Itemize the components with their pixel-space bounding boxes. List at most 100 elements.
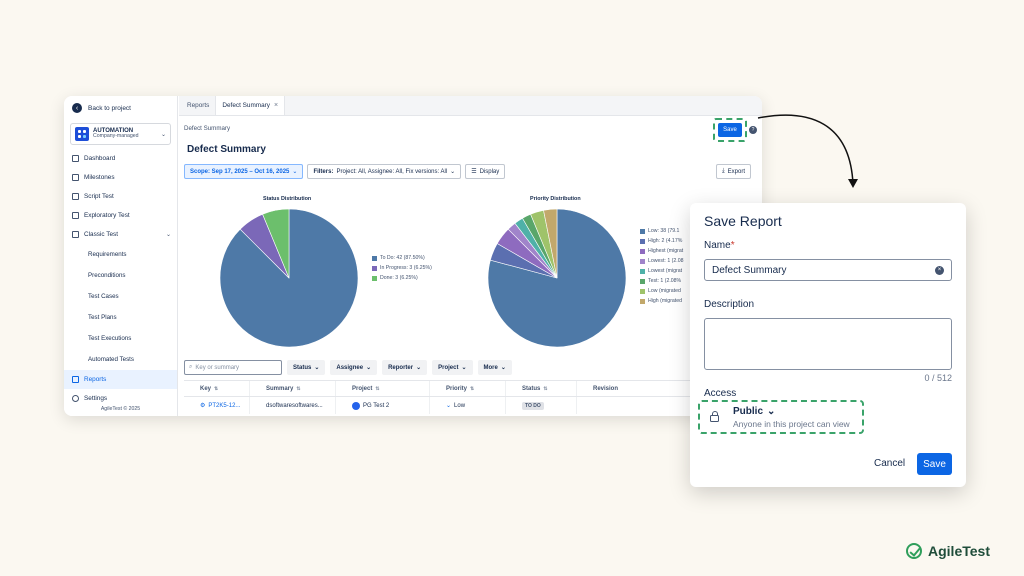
display-label: Display (479, 168, 500, 175)
assignee-filter-dropdown[interactable]: Assignee ⌄ (330, 360, 378, 375)
help-icon[interactable]: ? (749, 126, 757, 134)
legend-item[interactable]: High (migrated (640, 296, 690, 306)
legend-swatch (640, 248, 645, 254)
cell-summary: dsoftwaresoftwares... (250, 397, 336, 414)
sidebar-item-label: Dashboard (84, 155, 116, 162)
tab-defect-summary[interactable]: Defect Summary × (215, 96, 286, 115)
legend-item[interactable]: In Progress: 3 (6.25%) (372, 263, 432, 273)
page-title: Defect Summary (187, 144, 266, 155)
save-button[interactable]: Save (917, 453, 952, 475)
reporter-filter-dropdown[interactable]: Reporter ⌄ (382, 360, 428, 375)
access-label: Access (704, 388, 737, 399)
description-label: Description (704, 299, 755, 310)
tab-reports[interactable]: Reports (181, 96, 215, 115)
sidebar-item-settings[interactable]: Settings (64, 389, 177, 408)
clear-icon[interactable]: × (935, 265, 944, 275)
dropdown-label: More (483, 364, 498, 371)
gear-icon (72, 395, 79, 402)
filters-dropdown[interactable]: Filters: Project: All, Assignee: All, Fix… (307, 164, 462, 179)
filters-value: Project: All, Assignee: All, Fix version… (336, 168, 448, 175)
sidebar-item-script-test[interactable]: Script Test (64, 187, 177, 206)
brand-name: AgileTest (928, 543, 990, 559)
column-header-status[interactable]: Status ⇅ (506, 381, 577, 396)
description-field[interactable] (704, 318, 952, 370)
access-selector[interactable]: Public ⌄ Anyone in this project can view (698, 400, 864, 434)
dropdown-label: Reporter (388, 364, 414, 371)
legend-label: Test: 1 (2.08% (648, 278, 682, 284)
legend-item[interactable]: High: 2 (4.17% (640, 236, 690, 246)
legend-item[interactable]: Lowest (migrat (640, 266, 690, 276)
chevron-down-icon: ⌄ (165, 232, 171, 238)
required-mark: * (730, 240, 735, 251)
key-link[interactable]: PT2K5-12... (208, 402, 241, 409)
scope-filter[interactable]: Scope: Sep 17, 2025 – Oct 16, 2025 ⌄ (184, 164, 304, 179)
defects-table: Key ⇅ Summary ⇅ Project ⇅ Priority ⇅ Status ⇅… (184, 380, 762, 414)
column-header-revision[interactable]: Revision (577, 381, 762, 396)
legend-item[interactable]: Low (migrated (640, 286, 690, 296)
dropdown-label: Assignee (336, 364, 364, 371)
dropdown-label: Project (438, 364, 459, 371)
status-filter-dropdown[interactable]: Status ⌄ (287, 360, 326, 375)
bar-chart-icon (72, 376, 79, 383)
legend-label: Done: 3 (6.25%) (380, 275, 418, 281)
sliders-icon: ☰ (471, 169, 477, 175)
pie-slice[interactable] (219, 208, 359, 348)
close-icon[interactable]: × (273, 102, 279, 109)
access-value: Public (733, 405, 764, 417)
sidebar-item-milestones[interactable]: Milestones (64, 168, 177, 187)
chevron-down-icon: ⌄ (450, 169, 456, 175)
column-header-project[interactable]: Project ⇅ (336, 381, 430, 396)
column-header-key[interactable]: Key ⇅ (184, 381, 250, 396)
copyright: AgileTest © 2025 (100, 406, 141, 412)
sidebar: ‹ Back to project AUTOMATION Company-man… (64, 96, 178, 416)
search-input[interactable]: ⌕ Key or summary (184, 360, 282, 375)
legend-item[interactable]: Test: 1 (2.08% (640, 276, 690, 286)
chevron-down-icon: ⌄ (366, 365, 372, 371)
legend-label: Low (migrated (648, 288, 681, 294)
legend-item[interactable]: Highest (migrat (640, 246, 690, 256)
cancel-button[interactable]: Cancel (874, 458, 906, 469)
sidebar-item-exploratory-test[interactable]: Exploratory Test (64, 206, 177, 225)
more-filter-dropdown[interactable]: More ⌄ (477, 360, 512, 375)
display-button[interactable]: ☰ Display (465, 164, 506, 179)
sidebar-item-requirements[interactable]: Requirements (88, 251, 127, 258)
priority-pie-chart (487, 208, 627, 348)
back-to-project-link[interactable]: ‹ Back to project (64, 97, 177, 119)
search-placeholder: Key or summary (195, 364, 240, 371)
project-switcher[interactable]: AUTOMATION Company-managed ⌄ (70, 123, 171, 145)
sidebar-item-reports[interactable]: Reports (64, 370, 177, 389)
sidebar-item-preconditions[interactable]: Preconditions (88, 272, 126, 279)
chevron-down-icon: ⌄ (767, 405, 776, 417)
filters-label: Filters: (313, 168, 334, 175)
sidebar-item-test-plans[interactable]: Test Plans (88, 314, 117, 321)
project-filter-dropdown[interactable]: Project ⌄ (432, 360, 473, 375)
legend-item[interactable]: To Do: 42 (87.50%) (372, 253, 432, 263)
chevron-down-icon: ⌄ (461, 365, 467, 371)
legend-item[interactable]: Lowest: 1 (2.08 (640, 256, 690, 266)
save-report-button[interactable]: Save (718, 123, 742, 137)
sidebar-item-test-cases[interactable]: Test Cases (88, 293, 119, 300)
legend-swatch (372, 275, 377, 281)
legend-item[interactable]: Done: 3 (6.25%) (372, 273, 432, 283)
dashboard-icon (72, 155, 79, 162)
column-header-summary[interactable]: Summary ⇅ (250, 381, 336, 396)
pie-slice[interactable] (262, 208, 290, 279)
table-row[interactable]: ⚙ PT2K5-12... dsoftwaresoftwares... PG Te… (184, 397, 762, 414)
export-button[interactable]: ⤓ Export (716, 164, 751, 179)
sidebar-item-automated-tests[interactable]: Automated Tests (88, 356, 134, 363)
sidebar-item-label: Exploratory Test (84, 212, 130, 219)
breadcrumb[interactable]: Defect Summary (184, 125, 231, 132)
column-header-priority[interactable]: Priority ⇅ (430, 381, 506, 396)
sidebar-item-test-executions[interactable]: Test Executions (88, 335, 132, 342)
cell-key[interactable]: ⚙ PT2K5-12... (184, 397, 250, 414)
export-label: Export (727, 168, 745, 175)
sidebar-item-classic-test[interactable]: Classic Test ⌄ (64, 225, 177, 244)
sidebar-item-dashboard[interactable]: Dashboard (64, 149, 177, 168)
report-name-field[interactable]: Defect Summary × (704, 259, 952, 281)
flag-icon (72, 174, 79, 181)
pie-slice[interactable] (543, 208, 558, 279)
status-chart-title: Status Distribution (263, 196, 312, 202)
chevron-down-icon: ⌄ (500, 365, 506, 371)
report-name-value: Defect Summary (712, 264, 787, 276)
legend-item[interactable]: Low: 38 (79.1 (640, 226, 690, 236)
